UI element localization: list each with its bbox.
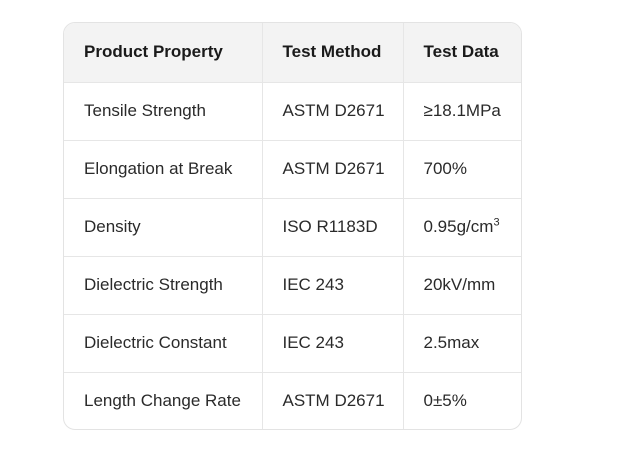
cell-data: 2.5max xyxy=(403,314,521,373)
cell-data: 700% xyxy=(403,140,521,199)
header-product-property: Product Property xyxy=(64,23,263,83)
cell-data: 0.95g/cm3 xyxy=(403,198,521,257)
properties-table: Product Property Test Method Test Data T… xyxy=(64,23,521,429)
cell-method: ASTM D2671 xyxy=(262,372,404,429)
cell-data-superscript: 3 xyxy=(493,216,500,229)
properties-table-container: Product Property Test Method Test Data T… xyxy=(63,22,522,430)
table-row: Length Change Rate ASTM D2671 0±5% xyxy=(64,372,521,429)
cell-property: Dielectric Constant xyxy=(64,314,263,373)
header-test-method: Test Method xyxy=(262,23,404,83)
table-row: Tensile Strength ASTM D2671 ≥18.1MPa xyxy=(64,82,521,141)
cell-data-value: 0.95g/cm xyxy=(423,217,494,236)
table-row: Dielectric Constant IEC 243 2.5max xyxy=(64,314,521,373)
cell-property: Dielectric Strength xyxy=(64,256,263,315)
cell-property: Tensile Strength xyxy=(64,82,263,141)
cell-method: ASTM D2671 xyxy=(262,140,404,199)
cell-method: IEC 243 xyxy=(262,314,404,373)
cell-method: ISO R1183D xyxy=(262,198,404,257)
table-row: Dielectric Strength IEC 243 20kV/mm xyxy=(64,256,521,315)
table-row: Density ISO R1183D 0.95g/cm3 xyxy=(64,198,521,257)
table-header: Product Property Test Method Test Data xyxy=(64,23,521,83)
cell-data: ≥18.1MPa xyxy=(403,82,521,141)
table-body: Tensile Strength ASTM D2671 ≥18.1MPa Elo… xyxy=(64,82,521,429)
cell-method: ASTM D2671 xyxy=(262,82,404,141)
cell-property: Length Change Rate xyxy=(64,372,263,429)
cell-data: 20kV/mm xyxy=(403,256,521,315)
table-row: Elongation at Break ASTM D2671 700% xyxy=(64,140,521,199)
cell-method: IEC 243 xyxy=(262,256,404,315)
cell-property: Elongation at Break xyxy=(64,140,263,199)
cell-data: 0±5% xyxy=(423,391,467,411)
header-row: Product Property Test Method Test Data xyxy=(64,23,521,83)
header-test-data: Test Data xyxy=(403,23,521,83)
cell-property: Density xyxy=(64,198,263,257)
